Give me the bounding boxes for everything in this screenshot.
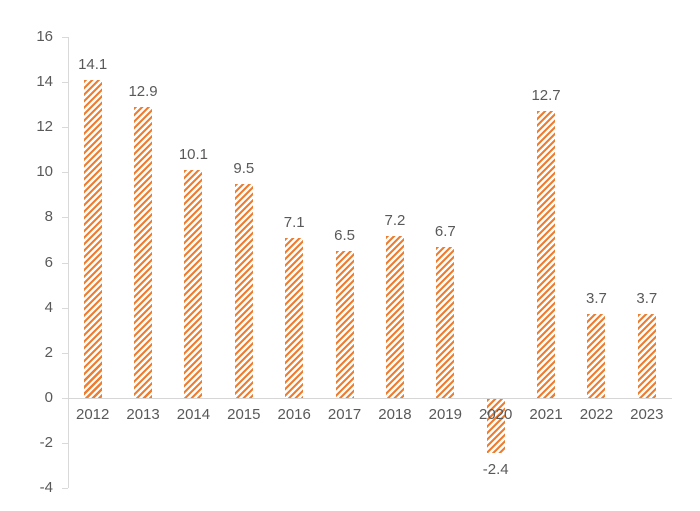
y-axis-tick [61, 488, 68, 490]
y-axis-label: -2 [39, 434, 53, 452]
bar-value-label: -2.4 [482, 461, 509, 479]
y-axis-tick [61, 443, 68, 445]
y-axis-label: 4 [44, 298, 53, 316]
bar [385, 235, 404, 398]
bar-value-label: 3.7 [636, 290, 658, 308]
y-axis-tick [61, 127, 68, 129]
x-axis-label: 2015 [227, 406, 261, 423]
y-axis-label: 0 [44, 388, 53, 406]
y-axis-label: 12 [36, 118, 53, 136]
bar-value-label: 12.7 [531, 87, 561, 105]
bar-value-label: 3.7 [586, 290, 607, 308]
bar-value-label: 9.5 [233, 159, 255, 177]
bar [83, 79, 102, 398]
y-axis-label: 8 [44, 208, 53, 226]
y-axis-tick [61, 262, 68, 264]
y-axis-line [67, 37, 69, 489]
x-axis-label: 2016 [277, 406, 311, 423]
bar-value-label: 6.7 [434, 222, 456, 240]
bar [184, 170, 203, 398]
y-axis-tick [61, 307, 68, 309]
y-axis-tick [61, 352, 68, 354]
bar [587, 314, 606, 398]
y-axis-tick [61, 37, 68, 38]
y-axis-tick [61, 217, 68, 219]
y-axis-tick [61, 172, 68, 174]
x-axis-label: 2017 [327, 406, 362, 423]
bar-value-label: 6.5 [334, 227, 355, 245]
bar-value-label: 7.2 [384, 211, 406, 229]
bar [134, 106, 153, 398]
x-axis-label: 2013 [126, 406, 160, 423]
x-axis-label: 2021 [529, 406, 563, 423]
bar [285, 237, 304, 398]
y-axis-tick [61, 397, 68, 399]
y-axis-label: 10 [36, 163, 53, 181]
y-axis-label: -4 [39, 479, 53, 497]
x-axis-line [67, 397, 672, 399]
bar [335, 251, 354, 398]
bar-value-label: 10.1 [178, 146, 209, 164]
y-axis-label: 2 [44, 343, 53, 361]
bar [234, 183, 253, 398]
x-axis-label: 2012 [76, 406, 110, 423]
bar-value-label: 12.9 [128, 82, 158, 100]
bar-value-label: 7.1 [283, 213, 305, 231]
y-axis-label: 6 [44, 253, 53, 271]
x-axis-label: 2020 [479, 406, 513, 423]
y-axis-label: 14 [36, 73, 53, 91]
bar-value-label: 14.1 [78, 55, 108, 73]
x-axis-label: 2023 [630, 406, 664, 423]
x-axis-label: 2022 [579, 406, 614, 423]
bar [486, 398, 505, 454]
bar [537, 111, 556, 398]
y-axis-tick [61, 82, 68, 84]
bar [637, 314, 656, 398]
bar [436, 246, 455, 398]
y-axis-label: 16 [36, 28, 53, 45]
x-axis-label: 2014 [176, 406, 211, 423]
x-axis-label: 2019 [428, 406, 462, 423]
x-axis-label: 2018 [378, 406, 412, 423]
